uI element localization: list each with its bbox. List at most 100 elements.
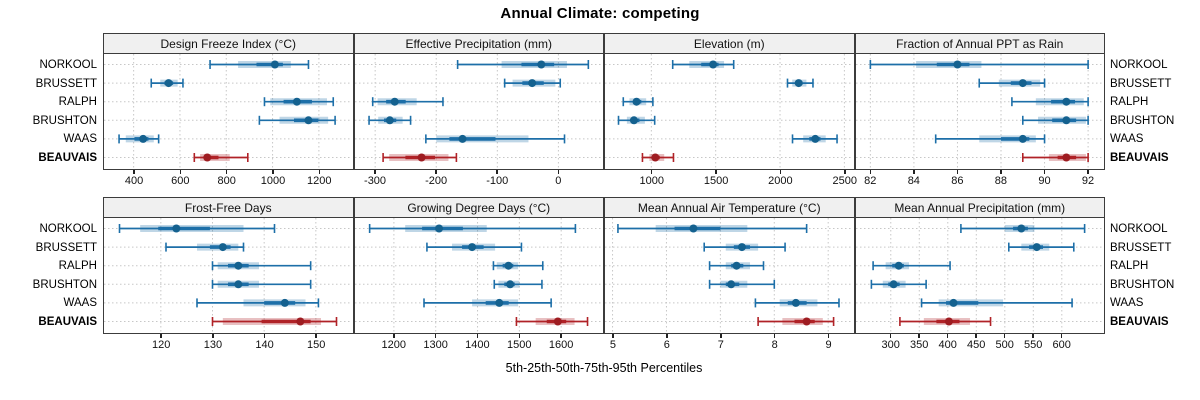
station-label-right-ralph: RALPH — [1110, 260, 1149, 273]
station-label-left-brushton: BRUSHTON — [32, 278, 97, 291]
axis-tick-mark — [956, 169, 959, 174]
axis-tick-label: 400 — [938, 338, 957, 351]
panel-strip-title: Design Freeze Index (°C) — [104, 34, 353, 54]
panel-plot — [104, 54, 352, 168]
station-label-left-brussett: BRUSSETT — [35, 77, 97, 90]
panel-strip-title: Mean Annual Precipitation (mm) — [855, 198, 1104, 218]
percentile-interval-beauvais — [898, 317, 991, 326]
percentile-interval-waas — [934, 134, 1045, 144]
axis-tick-label: 550 — [1024, 338, 1043, 351]
axis-tick-mark — [560, 333, 562, 338]
percentile-interval-brussett — [165, 242, 245, 252]
percentile-interval-norkool — [869, 60, 1089, 69]
percentile-interval-norkool — [209, 60, 310, 69]
axis-tick-label: 1000 — [639, 174, 664, 187]
axis-tick-label: 140 — [255, 338, 274, 351]
percentile-interval-beauvais — [193, 153, 249, 162]
percentile-interval-ralph — [492, 261, 544, 271]
axis-tick-mark — [666, 333, 668, 338]
axis-tick-mark — [133, 169, 135, 174]
percentile-interval-waas — [424, 134, 565, 144]
x-axis-growing-degree-days-c: 1200 1300 1400 1500 1600 — [354, 333, 605, 356]
percentile-interval-brushton — [617, 115, 656, 125]
percentile-interval-beauvais — [515, 317, 588, 326]
panel-growing-degree-days-c: Growing Degree Days (°C) — [353, 197, 604, 334]
station-label-left-brushton: BRUSHTON — [32, 114, 97, 127]
axis-tick-mark — [557, 169, 560, 174]
percentile-interval-waas — [754, 298, 840, 308]
panel-mean-annual-precipitation-mm: Mean Annual Precipitation (mm) — [854, 197, 1105, 334]
axis-tick-mark — [160, 333, 162, 338]
percentile-interval-waas — [118, 134, 160, 144]
percentile-interval-waas — [791, 134, 838, 144]
panel-strip-title: Growing Degree Days (°C) — [354, 198, 603, 218]
axis-tick-label: 600 — [1052, 338, 1071, 351]
percentile-interval-beauvais — [1021, 153, 1089, 162]
station-label-right-norkool: NORKOOL — [1110, 222, 1168, 235]
axis-tick-label: 82 — [864, 174, 877, 187]
axis-tick-label: 90 — [1038, 174, 1051, 187]
axis-tick-mark — [374, 169, 376, 174]
percentile-interval-waas — [422, 298, 552, 308]
panel-strip-title: Effective Precipitation (mm) — [354, 34, 603, 54]
x-axis-design-freeze-index-c: 400 600 800 1000 1200 — [103, 169, 354, 192]
station-label-right-ralph: RALPH — [1110, 96, 1149, 109]
percentile-interval-brussett — [1007, 242, 1075, 252]
axis-tick-mark — [476, 333, 479, 338]
axis-tick-label: 150 — [307, 338, 326, 351]
axis-tick-mark — [315, 333, 317, 338]
axis-tick-mark — [263, 333, 266, 338]
axis-tick-label: 350 — [909, 338, 929, 351]
axis-tick-mark — [318, 169, 321, 174]
axis-tick-mark — [518, 333, 520, 338]
axis-tick-label: 800 — [217, 174, 236, 187]
percentile-interval-brussett — [977, 78, 1045, 88]
station-label-left-ralph: RALPH — [58, 96, 97, 109]
percentile-interval-brussett — [703, 242, 786, 252]
percentile-interval-ralph — [211, 261, 312, 271]
percentile-interval-brushton — [870, 279, 927, 289]
station-label-left-norkool: NORKOOL — [39, 58, 97, 71]
axis-tick-label: 1500 — [703, 174, 729, 187]
percentile-interval-brushton — [211, 279, 312, 289]
station-label-left-brussett: BRUSSETT — [35, 241, 97, 254]
axis-tick-label: 400 — [124, 174, 144, 187]
axis-tick-label: 9 — [825, 338, 832, 351]
axis-tick-mark — [212, 333, 214, 338]
axis-tick-mark — [650, 169, 653, 174]
panel-strip-title: Fraction of Annual PPT as Rain — [855, 34, 1104, 54]
axis-tick-label: 130 — [203, 338, 223, 351]
axis-tick-mark — [434, 333, 437, 338]
axis-tick-label: 7 — [717, 338, 724, 351]
axis-tick-mark — [1060, 333, 1063, 338]
panel-effective-precipitation-mm: Effective Precipitation (mm) — [353, 33, 604, 170]
axis-tick-label: 6 — [663, 338, 670, 351]
percentile-interval-ralph — [371, 97, 444, 107]
station-label-right-waas: WAAS — [1110, 297, 1144, 310]
axis-tick-label: 86 — [951, 174, 964, 187]
percentile-interval-brushton — [1021, 115, 1089, 125]
axis-tick-mark — [435, 169, 437, 174]
percentile-interval-norkool — [118, 224, 276, 233]
panel-mean-annual-air-temperature-c: Mean Annual Air Temperature (°C) — [604, 197, 855, 334]
axis-tick-label: -300 — [364, 174, 387, 187]
x-axis-frost-free-days: 120 130 140 150 — [103, 333, 354, 356]
axis-tick-mark — [773, 333, 776, 338]
axis-tick-mark — [715, 169, 717, 174]
axis-tick-label: 2500 — [832, 174, 858, 187]
x-axis-mean-annual-precipitation-mm: 300 350 400 450 500 550 600 — [855, 333, 1106, 356]
station-label-left-norkool: NORKOOL — [39, 222, 97, 235]
percentile-interval-norkool — [456, 60, 589, 69]
panel-strip-title: Frost-Free Days — [104, 198, 353, 218]
axis-tick-label: 1500 — [507, 338, 532, 351]
station-label-right-beauvais: BEAUVAIS — [1110, 151, 1169, 164]
percentile-interval-norkool — [671, 60, 735, 69]
axis-tick-mark — [869, 169, 872, 174]
axis-tick-label: -200 — [425, 174, 448, 187]
panel-strip-title: Elevation (m) — [605, 34, 854, 54]
axis-tick-mark — [225, 169, 228, 174]
axis-tick-label: 600 — [171, 174, 190, 187]
axis-tick-label: -100 — [486, 174, 509, 187]
percentile-interval-brussett — [150, 78, 184, 88]
